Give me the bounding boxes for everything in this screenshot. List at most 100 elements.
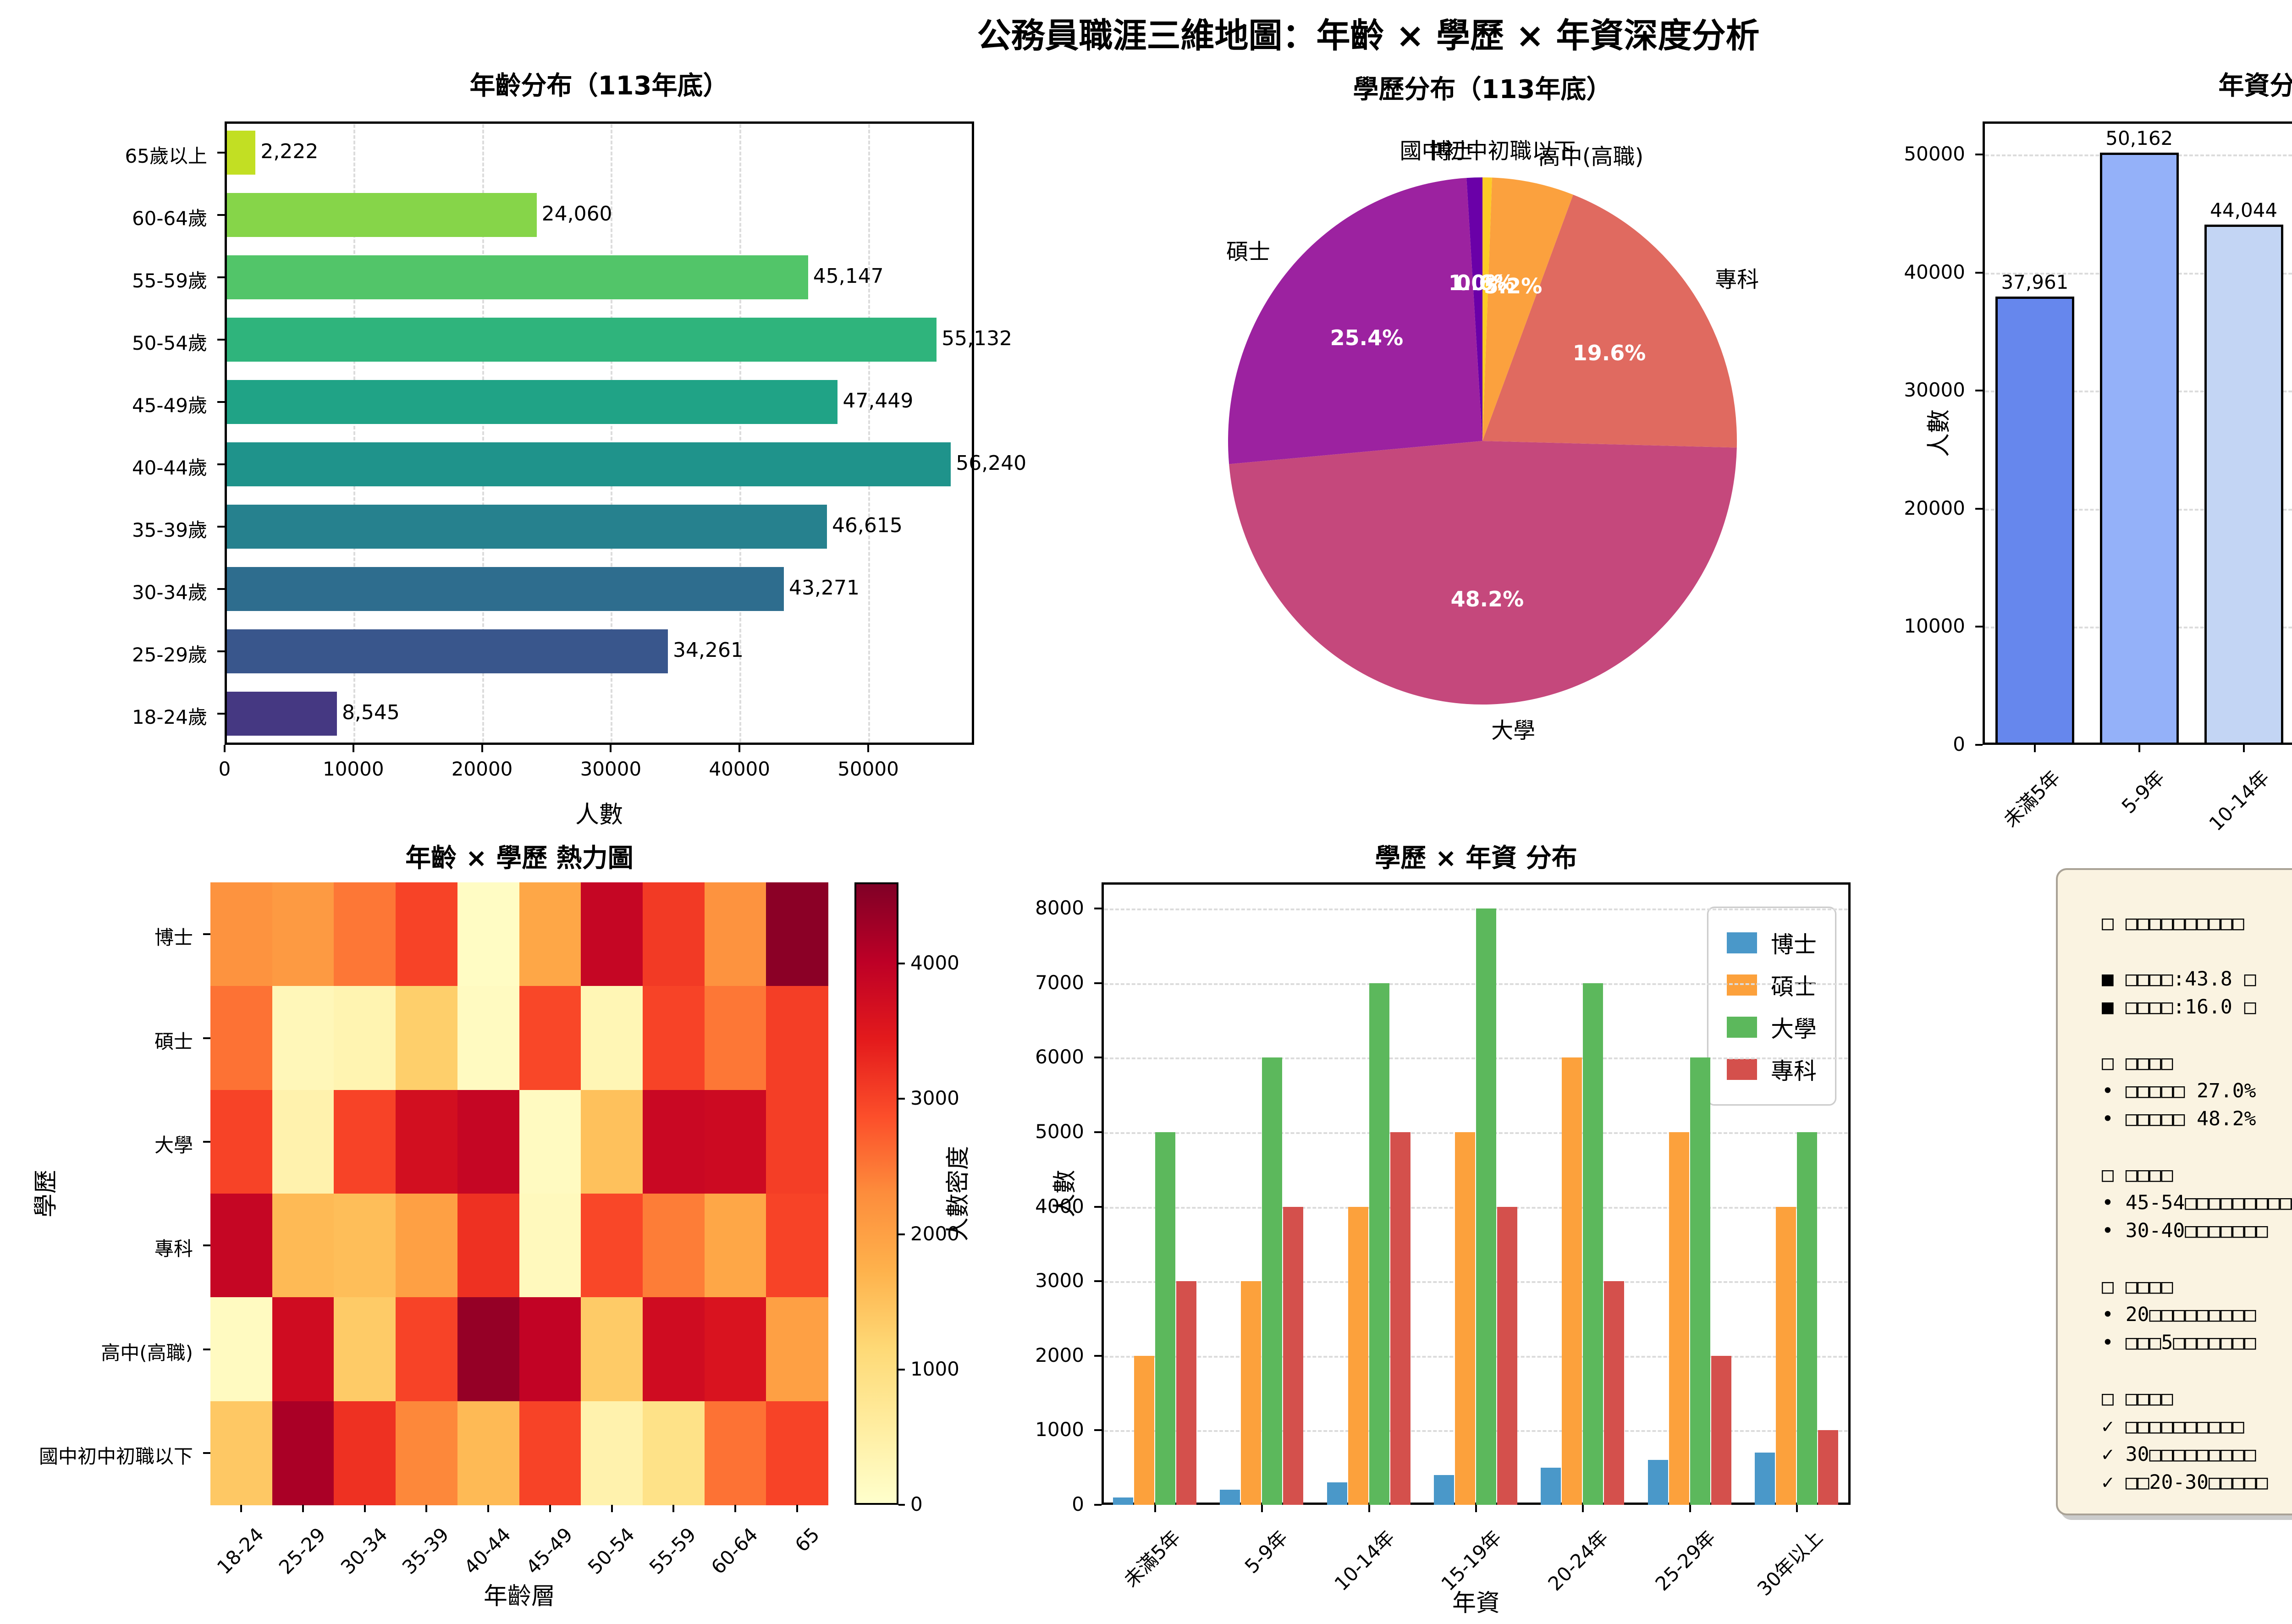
heatmap-cell	[642, 1297, 705, 1402]
y-tick-label: 8000	[1035, 897, 1084, 919]
heatmap-cell	[642, 986, 705, 1090]
grouped-bar	[1541, 1467, 1561, 1505]
x-tick-label: 20000	[451, 758, 513, 780]
grouped-bar	[1755, 1453, 1775, 1505]
y-tick-mark	[217, 276, 225, 278]
age-bar-value: 2,222	[260, 140, 319, 163]
heatmap-row-label: 博士	[154, 926, 193, 949]
heatmap-cell	[334, 882, 397, 987]
legend-swatch	[1727, 932, 1757, 953]
y-tick-label: 3000	[1035, 1269, 1084, 1292]
heatmap-cell	[519, 1297, 582, 1402]
infobox-line	[2102, 1021, 2292, 1049]
education-pie-chart: 1.0% 博士 25.4% 碩士 48.2% 大學 19.6% 專科 5.2% 高中(高職) 0.6…	[1226, 138, 1759, 744]
legend-item: 大學	[1727, 1006, 1817, 1048]
y-tick-mark	[1975, 507, 1983, 510]
heatmap-row-label: 國中初中初職以下	[39, 1445, 193, 1468]
heatmap-cell	[519, 986, 582, 1090]
heatmap-cell	[642, 1194, 705, 1298]
infobox-line: ✓ □□□□□□□□□□	[2102, 1415, 2244, 1438]
age-bar	[227, 442, 951, 486]
y-tick-mark	[203, 933, 210, 936]
x-tick-mark	[1368, 1505, 1370, 1512]
seniority-bar-value: 50,162	[2105, 127, 2173, 149]
x-tick-mark	[734, 1505, 736, 1512]
heatmap-col-label: 18-24	[213, 1523, 269, 1579]
age-bar-value: 47,449	[843, 389, 914, 413]
grouped-bar	[1327, 1482, 1347, 1505]
grouped-chart-title: 學歷 × 年資 分布	[1375, 843, 1577, 873]
legend-swatch	[1727, 974, 1757, 996]
infobox-line: □ □□□□	[2102, 1051, 2173, 1074]
infobox-line	[2102, 937, 2292, 965]
infobox-line: • □□□□□ 48.2%	[2102, 1107, 2256, 1130]
heatmap-col-label: 60-64	[706, 1523, 762, 1579]
heatmap-cell	[581, 882, 643, 987]
y-tick-mark	[1094, 1504, 1102, 1506]
y-tick-label: 0	[1072, 1493, 1084, 1515]
x-tick-label: 10000	[322, 758, 384, 780]
heatmap-cell	[519, 1194, 582, 1298]
age-bar-value: 46,615	[832, 514, 903, 537]
age-bar-value: 56,240	[956, 451, 1027, 475]
y-tick-mark	[1975, 390, 1983, 392]
y-tick-mark	[1094, 1429, 1102, 1431]
x-tick-mark	[611, 1505, 613, 1512]
x-tick-mark	[224, 745, 226, 752]
pie-percent-label: 0.6%	[1456, 270, 1515, 295]
heatmap-col-label: 30-34	[336, 1523, 392, 1579]
grouped-bar	[1176, 1281, 1196, 1505]
heatmap-col-label: 50-54	[583, 1523, 639, 1579]
pie-slice	[1466, 177, 1482, 441]
heatmap-cell	[272, 1401, 335, 1505]
age-bar	[227, 629, 668, 673]
y-tick-mark	[203, 1037, 210, 1039]
y-tick-label: 1000	[1035, 1418, 1084, 1441]
y-tick-mark	[217, 526, 225, 528]
heatmap-cell	[272, 1090, 335, 1194]
x-tick-mark	[2138, 745, 2140, 752]
heatmap-cell	[581, 986, 643, 1090]
pie-percent-label: 25.4%	[1330, 325, 1404, 350]
grouped-bar	[1241, 1281, 1262, 1505]
y-tick-mark	[217, 463, 225, 465]
grouped-bar	[1220, 1490, 1240, 1505]
y-tick-label: 40-44歲	[132, 457, 207, 479]
grouped-bar	[1434, 1475, 1454, 1505]
heatmap-cell	[210, 1194, 273, 1298]
heatmap-cell	[581, 1401, 643, 1505]
heatmap-row-label: 碩士	[154, 1030, 193, 1053]
x-tick-mark	[352, 745, 354, 752]
grouped-bar	[1262, 1057, 1283, 1505]
y-tick-mark	[1975, 626, 1983, 628]
pie-slice	[1229, 441, 1737, 705]
colorbar-tick-mark	[898, 1233, 905, 1235]
grouped-bar	[1562, 1057, 1582, 1505]
y-tick-label: 50000	[1904, 143, 1965, 165]
heatmap-row-label: 大學	[154, 1134, 193, 1156]
heatmap-title: 年齡 × 學歷 熱力圖	[405, 843, 634, 873]
pie-slice-label: 博士	[1430, 138, 1474, 164]
legend-label: 碩士	[1771, 974, 1817, 1000]
y-tick-label: 30000	[1904, 379, 1965, 402]
pie-percent-label: 48.2%	[1451, 587, 1524, 611]
heatmap-col-label: 45-49	[521, 1523, 577, 1579]
heatmap-cell	[704, 882, 767, 987]
colorbar-tick-mark	[898, 963, 905, 965]
age-chart-title: 年齡分布（113年底）	[469, 71, 729, 101]
legend-swatch	[1727, 1017, 1757, 1038]
x-tick-label: 未滿5年	[1119, 1526, 1185, 1592]
x-tick-label: 10-14年	[1329, 1526, 1399, 1596]
infobox-line: • □□□5□□□□□□□	[2102, 1331, 2256, 1354]
x-tick-mark	[1796, 1505, 1798, 1512]
x-tick-mark	[1689, 1505, 1691, 1512]
gridline	[739, 124, 742, 742]
gridline	[482, 124, 484, 742]
heatmap-cell	[766, 1297, 828, 1402]
x-tick-label: 5-9年	[1240, 1526, 1292, 1578]
heatmap-cell	[581, 1297, 643, 1402]
age-bar-value: 34,261	[673, 639, 744, 662]
x-tick-mark	[796, 1505, 798, 1512]
legend-label: 大學	[1771, 1016, 1817, 1042]
